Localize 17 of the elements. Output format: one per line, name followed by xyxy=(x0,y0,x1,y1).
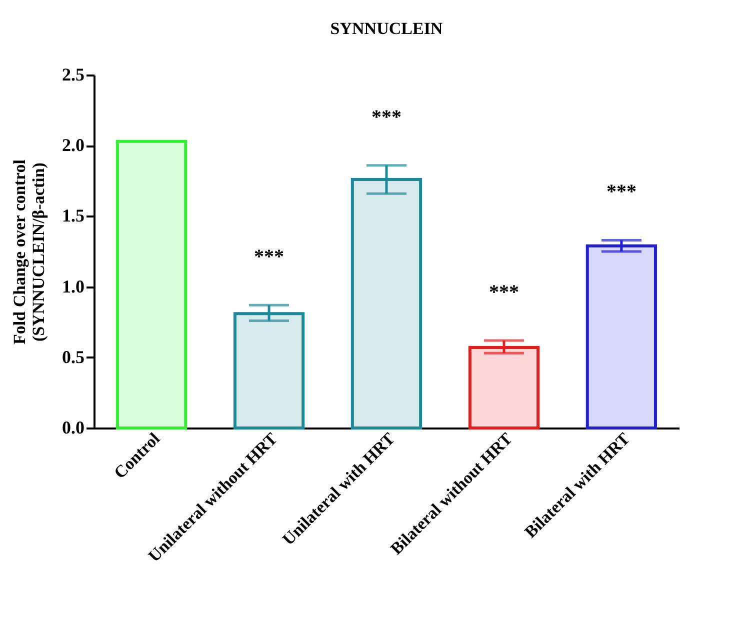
bar xyxy=(468,346,540,430)
y-tick-label: 1.0 xyxy=(62,276,84,296)
chart-title: SYNNUCLEIN xyxy=(330,19,444,38)
y-tick-label: 0.5 xyxy=(62,346,84,367)
y-axis-title: Fold Change over control (SYNNUCLEIN/β-actin) xyxy=(10,159,48,344)
annotation: *** xyxy=(254,246,284,268)
y-tick-label: 2.5 xyxy=(62,64,84,84)
bar xyxy=(586,244,658,430)
y-tick-label: 1.5 xyxy=(62,206,84,226)
y-tick-label: 0.0 xyxy=(62,418,84,438)
bar xyxy=(116,140,188,430)
annotation: *** xyxy=(372,106,402,128)
annotation: *** xyxy=(488,281,519,304)
annotation: *** xyxy=(606,181,636,204)
y-tick-label: 2.0 xyxy=(62,135,84,156)
bar xyxy=(350,178,422,430)
bar xyxy=(233,312,305,430)
